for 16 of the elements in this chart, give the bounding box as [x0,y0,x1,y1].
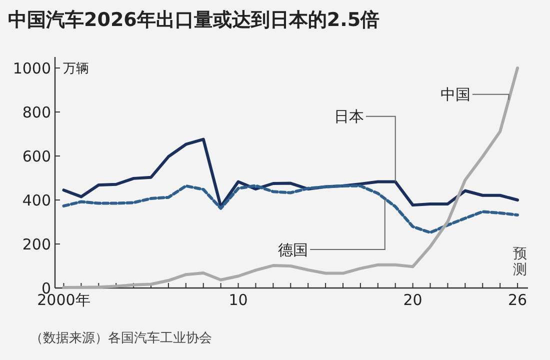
y-tick-label: 400 [22,191,51,210]
text: 德国 [278,240,308,259]
x-tick-label: 10 [228,291,248,309]
y-axis-title: 万辆 [63,62,89,77]
y-tick-label: 200 [22,235,51,254]
text: 中国 [440,86,470,104]
line-series [62,184,520,234]
text: （数据来源）各国汽车工业协会 [30,331,212,346]
y-tick-label: 600 [22,147,51,166]
text: 日本 [334,108,364,126]
x-tick-label: 20 [403,291,422,309]
x-tick-label: 26 [508,291,528,309]
chart-title: 中国汽车2026年出口量或达到日本的2.5倍 [8,9,380,31]
y-tick-label: 1000 [12,59,51,78]
annotation: 预测 [513,246,527,278]
y-tick-label: 800 [22,103,51,122]
